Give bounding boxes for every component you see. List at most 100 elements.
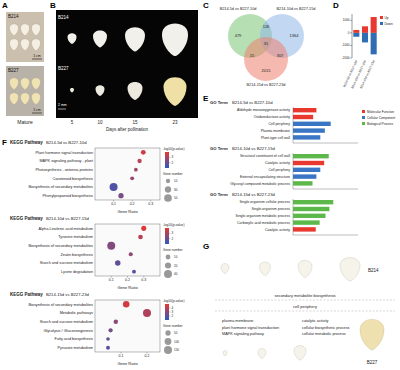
tick-label: -1000 [342,43,350,47]
kernel [96,85,105,96]
tick-label: Single-organism process [251,207,290,211]
tick-label: Alpha-Linolenic acid metabolism [39,227,93,231]
kernel [294,346,306,360]
subtitle: B214-5d vs B227-10d [46,140,87,145]
dot [130,176,134,180]
legend-label: Down [385,22,393,26]
tick-label: Biosynthesis of secondary metabolites [28,185,93,189]
tick-label: 0.2 [125,278,130,282]
bar [293,174,316,178]
panel-label: G [203,242,209,251]
kernel [340,258,360,281]
tick-label: Pyruvate metabolism [58,346,93,350]
dot [107,242,115,250]
legend-label: 30 [174,188,178,192]
plot-frame [95,224,160,276]
label: 15 [132,120,138,125]
legend-label: 20 [174,264,178,268]
tick-label: 0.1 [119,354,124,358]
tick-label: B214-15d vs B227-23d [359,59,376,89]
kernel [125,27,145,51]
legend-dot [165,330,170,335]
dot [108,328,112,332]
term: plasma membrane [222,319,253,323]
term: MAPK signaling pathway [222,332,264,336]
kernel [221,264,229,274]
label: 5 [71,120,74,125]
legend-label: 10 [174,255,178,259]
tick-label: Catalytic activity [265,161,290,165]
legend-title: -log10(p-value) [163,223,184,227]
plot-marks [293,154,329,186]
tick-label: 0.2 [145,354,150,358]
divider [215,300,395,301]
legend-dot [166,179,170,183]
bar [353,33,359,37]
kernel [32,78,41,90]
tick-label: Starch and sucrose metabolism [40,261,93,265]
dot [106,346,110,350]
legend-title: Gene number [163,248,183,252]
axis-label: Gene Ratio [117,361,138,366]
dot [132,270,136,274]
kernel [128,82,143,100]
tick-label: Plant hormone signal transduction [36,151,93,155]
set-label: B214-5d vs B227-10d [220,7,257,11]
term: secondary metabolite biosynthesis [274,293,335,298]
bar [293,115,313,119]
term: catalytic activity [302,319,328,323]
bar [362,33,368,43]
label: B227 [58,66,69,71]
kernel [10,39,19,51]
plot-marks [353,17,376,54]
axis-label: Gene Ratio [117,209,138,214]
dot [123,301,130,308]
tick-label: Glycosyl compound metabolic process [230,182,290,186]
venn-count: 126 [263,24,270,29]
tick-label: Plant-type cell wall [261,136,290,140]
legend-label: Molecular Function [367,110,394,114]
bar [293,200,333,204]
scale-bar [32,59,42,60]
tick-label: External encapsulating structure [240,175,290,179]
subtitle: B214-10d vs B227-15d [232,146,276,151]
tick [350,45,352,46]
kernel [32,39,41,51]
x-axis [293,143,358,144]
legend-swatch [380,22,383,25]
x-axis [293,235,358,236]
bar [293,207,329,211]
tick-label: Carotenoid biosynthesis [52,177,93,181]
bar [371,17,377,33]
tick-label: 1000 [343,18,350,22]
dot [143,309,151,317]
dot [141,150,146,155]
term: cellular biosynthetic process [302,326,350,330]
bar [293,214,326,218]
plot-frame [95,148,160,200]
tick-label: Fatty acid biosynthesis [55,337,94,341]
tick-label: MAPK signaling pathway - plant [39,159,94,163]
panel-label: A [2,1,8,10]
tick-label: Catalytic activity [265,228,290,232]
venn-count: 307 [277,53,284,58]
scale-bar [32,113,42,114]
dot [106,337,110,341]
tick [169,312,171,313]
kernel [21,93,30,105]
title: KEGG Pathway [10,292,43,297]
subtitle: B214-5d vs B227-10d [232,100,273,105]
photo [6,12,44,62]
legend-title: Gene number [163,324,183,328]
legend-label: 50 [174,196,178,200]
colorbar [165,304,169,320]
bar [371,33,377,54]
axis-label: Gene Ratio [117,285,138,290]
legend-swatch [362,122,365,125]
venn-count: 15 [250,53,255,58]
label: Days after pollination [106,127,149,132]
plot-marks [106,301,151,350]
legend-title: Gene number [163,172,183,176]
panel-label: C [203,1,209,10]
tick-label: Zeatin biosynthesis [60,253,93,257]
